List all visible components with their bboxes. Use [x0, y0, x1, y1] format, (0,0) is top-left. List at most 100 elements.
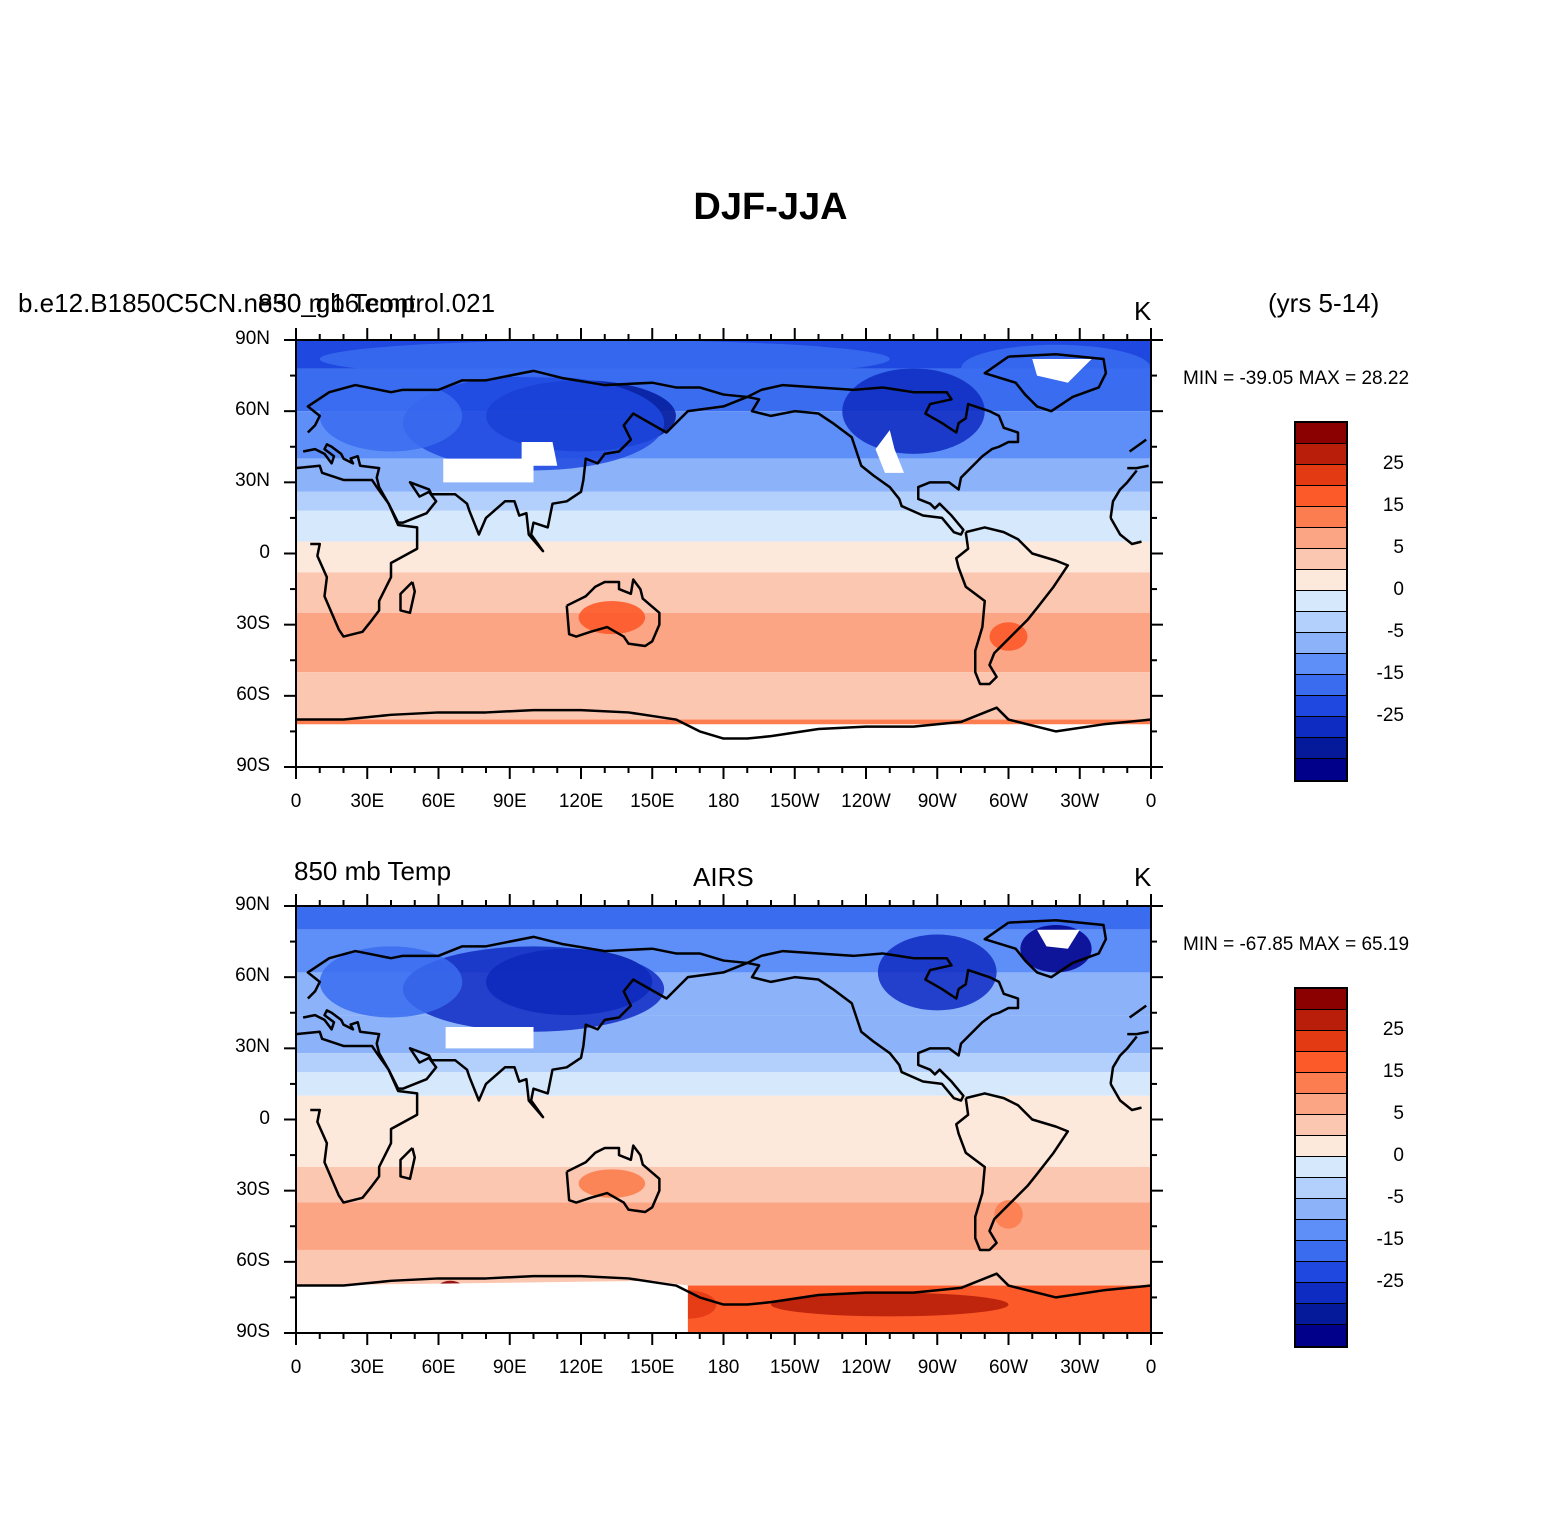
panel1-lat-label: 90S [236, 755, 270, 776]
colorbar-label: -15 [1376, 663, 1404, 684]
panel1-variable-label: 850 mb Temp [258, 288, 416, 318]
panel2-lon-label: 120W [841, 1357, 891, 1378]
panel1-coastline-eurasia [1128, 438, 1147, 453]
panel2-coastline-greenland [983, 918, 1108, 979]
colorbar-swatch [1296, 423, 1346, 444]
panel2-band [296, 1072, 1151, 1096]
colorbar-label: 5 [1393, 537, 1404, 558]
panel1-missing-data [1032, 358, 1092, 383]
colorbar-swatch [1296, 1262, 1346, 1283]
panel1-lon-label: 120E [558, 791, 604, 812]
panel2-missing-data [1037, 929, 1080, 949]
colorbar-swatch [1296, 465, 1346, 486]
panel2-coastline-eurasia [1127, 1030, 1149, 1036]
panel2-units-label: K [1134, 862, 1152, 892]
panel2-coastline-africa [1109, 1035, 1138, 1085]
colorbar-label: 15 [1382, 1061, 1404, 1082]
colorbar-swatch [1296, 591, 1346, 612]
panel1-lat-label: 0 [259, 541, 270, 563]
panel2-band [296, 1053, 1151, 1073]
colorbar-label: 25 [1382, 1019, 1404, 1040]
panel1-case-label: b.e12.B1850C5CN.ne30_g16.control.021 [18, 288, 496, 318]
panel2-lon-label: 0 [290, 1357, 302, 1378]
panel2-lon-label: 60W [988, 1357, 1029, 1378]
colorbar-swatch [1296, 717, 1346, 738]
panel2-lon-label: 120E [558, 1357, 604, 1378]
panel2-cold-anomaly [877, 934, 997, 1011]
panel2-lat-label: 60N [235, 965, 270, 987]
panel1-coastline-eurasia [1127, 464, 1149, 470]
colorbar-swatch [1296, 989, 1346, 1010]
colorbar-swatch [1296, 633, 1346, 654]
panel1-lon-label: 30W [1060, 791, 1100, 812]
panel1-lat-label: 90N [235, 328, 270, 349]
panel2-lat-label: 30S [236, 1178, 270, 1200]
colorbar-swatch [1296, 1325, 1346, 1346]
panel1-band [296, 541, 1151, 573]
colorbar-swatch [1296, 1304, 1346, 1325]
panel1-minmax: MIN = -39.05 MAX = 28.22 [1183, 368, 1410, 389]
page-title: DJF-JJA [693, 186, 848, 228]
panel1-coastline-australia [565, 578, 661, 648]
panel1-coastline-eurasia [302, 369, 749, 553]
panel1-lon-label: 30E [350, 791, 385, 812]
panel2-lon-label: 90W [917, 1357, 957, 1378]
panel1-coastline-africa [296, 464, 419, 638]
panel1-cold-anomaly [319, 380, 463, 452]
panel1-coastline-africa [1109, 517, 1142, 546]
panel2-field [296, 906, 1151, 1333]
panel2-coastline-antarctica_top [296, 1272, 1151, 1306]
colorbar-swatch [1296, 1283, 1346, 1304]
panel1-band [296, 458, 1151, 492]
panel2-coastline-eurasia [1128, 1004, 1147, 1019]
panel2-lon-label: 180 [707, 1357, 740, 1378]
colorbar-label: 5 [1393, 1103, 1404, 1124]
panel1-lat-label: 60S [236, 683, 270, 705]
colorbar-label: -5 [1387, 1187, 1404, 1208]
panel2-warm-anomaly [994, 1200, 1023, 1229]
panel2-warm-anomaly [578, 1169, 646, 1198]
panel1-coastline-madagascar [399, 581, 416, 615]
panel2-coastline-samerica [955, 1092, 1070, 1252]
panel1-lon-label: 180 [707, 791, 740, 812]
panel2-cold-anomaly [402, 946, 665, 1032]
panel1-coastline-greenland [983, 352, 1108, 413]
panel2-map [284, 894, 1163, 1345]
colorbar-swatch [1296, 486, 1346, 507]
panel1-lon-label: 90W [917, 791, 957, 812]
panel1-missing-data [875, 430, 904, 473]
panel2-minmax: MIN = -67.85 MAX = 65.19 [1183, 934, 1410, 955]
panel1-coastline-africa [1109, 469, 1138, 519]
panel2-variable-label: 850 mb Temp [294, 856, 452, 886]
panel1-coastline-antarctica_top [296, 706, 1151, 740]
colorbar-label: 0 [1393, 579, 1404, 600]
colorbar-label: 25 [1382, 453, 1404, 474]
panel2-band [296, 1131, 1151, 1167]
panel2-coastline-australia [565, 1144, 661, 1214]
panel2-lat-label: 0 [259, 1107, 270, 1129]
panel1-years-label: (yrs 5-14) [1268, 288, 1380, 318]
panel2-band [296, 1166, 1151, 1203]
panel1-cold-anomaly [319, 340, 890, 378]
panel2-cold-anomaly [319, 946, 463, 1018]
panel1-lon-label: 60E [421, 791, 456, 812]
panel1-lon-label: 120W [841, 791, 891, 812]
colorbar-swatch [1296, 1178, 1346, 1199]
panel1-missing-data [443, 458, 534, 483]
panel1-band [296, 510, 1151, 542]
panel1-lon-label: 0 [290, 791, 302, 812]
panel1-missing-data [521, 442, 558, 466]
panel2-coastline-namerica [746, 949, 1020, 1102]
colorbar-swatch [1296, 759, 1346, 780]
panel1-field [296, 340, 1151, 767]
colorbar-swatch [1296, 507, 1346, 528]
colorbar-label: -5 [1387, 621, 1404, 642]
panel1-lon-label: 90E [492, 791, 527, 812]
panel1-lat-label: 30N [235, 470, 270, 492]
panel2-lat-label: 60S [236, 1249, 270, 1271]
panel2-lat-label: 90S [236, 1321, 270, 1342]
colorbar-swatch [1296, 675, 1346, 696]
panel2-lon-label: 90E [492, 1357, 527, 1378]
panel2-missing-data [296, 1280, 688, 1333]
